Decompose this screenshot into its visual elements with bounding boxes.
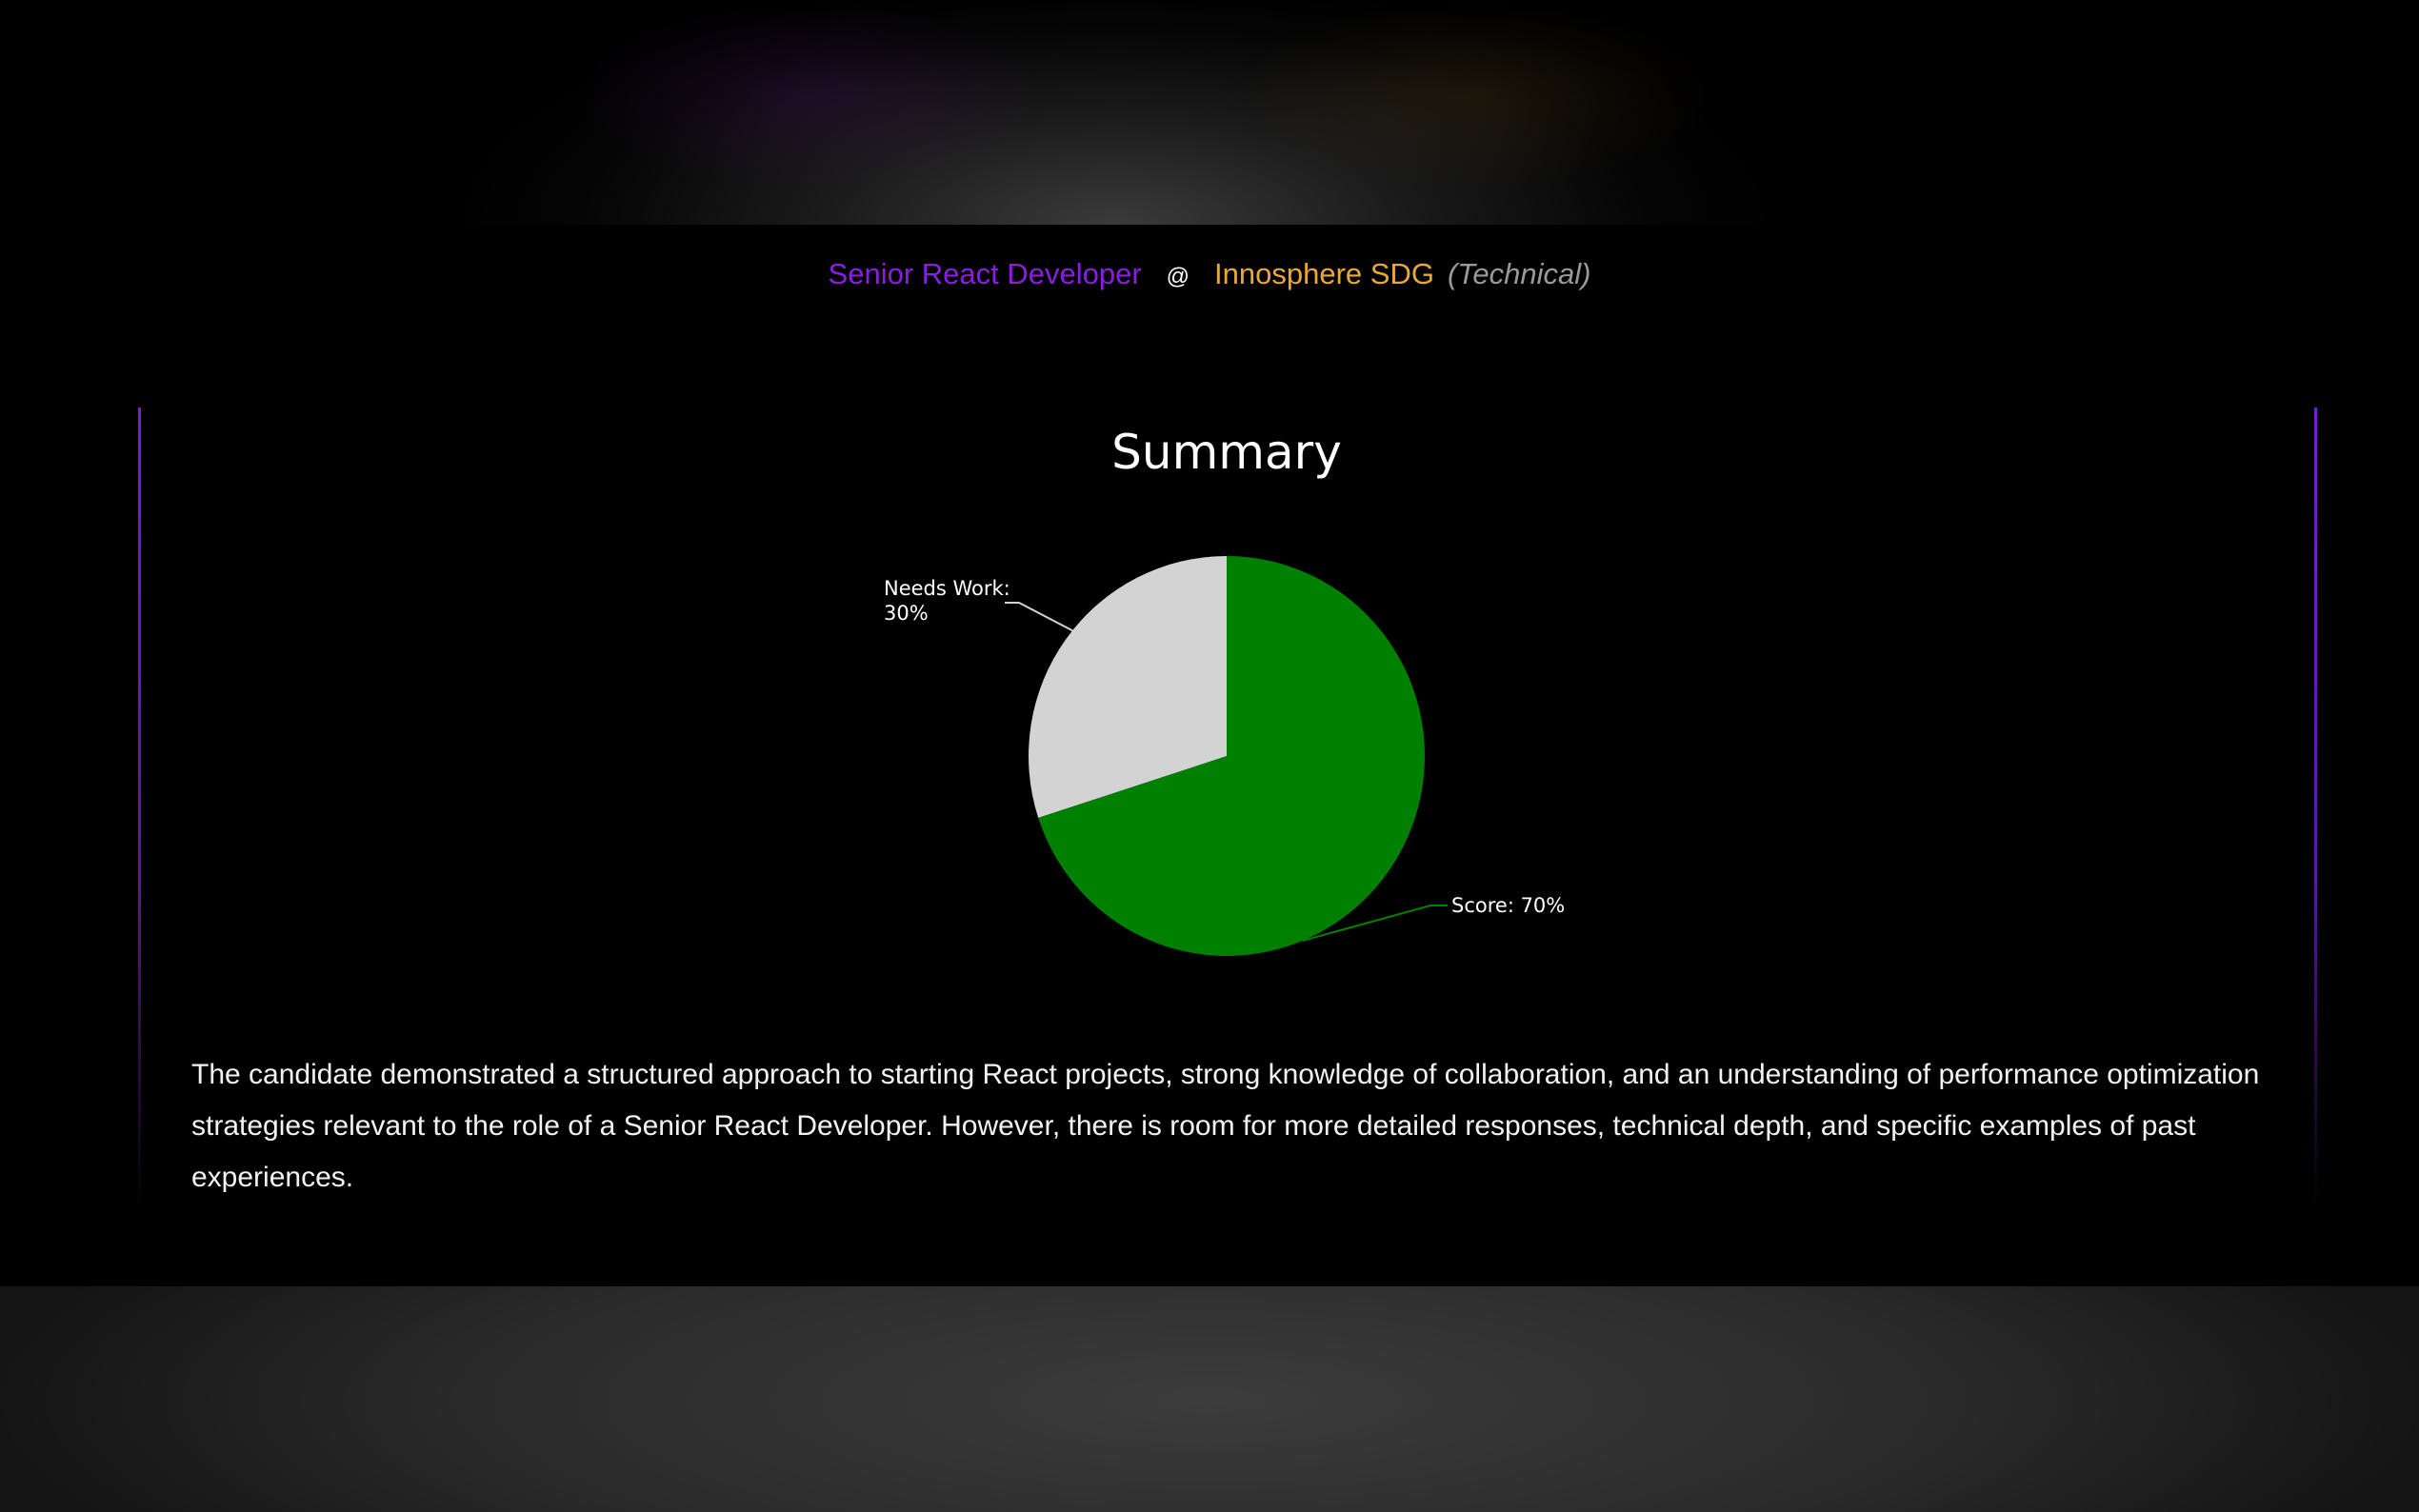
- pie-slice-needs-work: [1029, 556, 1227, 818]
- needs-work-label-line1: Needs Work:: [884, 577, 1010, 600]
- summary-text: The candidate demonstrated a structured …: [191, 1059, 2260, 1193]
- summary-pie-chart: Summary Score: 70% Needs Work: 30%: [884, 425, 1565, 956]
- right-accent-line: [2314, 408, 2317, 1207]
- interview-type: (Technical): [1447, 257, 1591, 290]
- at-separator: @: [1166, 264, 1190, 289]
- needs-work-leader-line: [1005, 602, 1073, 632]
- pie-slice-score: [1038, 556, 1425, 956]
- left-accent-line: [138, 408, 141, 1207]
- interview-header: Senior React Developer @ Innosphere SDG (Te…: [0, 257, 2419, 291]
- bottom-backdrop: [0, 1286, 2419, 1512]
- needs-work-label-line2: 30%: [884, 602, 929, 625]
- top-backdrop: [0, 0, 2419, 225]
- chart-title: Summary: [1111, 425, 1342, 480]
- company-name: Innosphere SDG: [1214, 257, 1434, 290]
- job-role: Senior React Developer: [828, 257, 1142, 290]
- score-leader-line: [1302, 905, 1448, 942]
- score-label: Score: 70%: [1451, 894, 1565, 917]
